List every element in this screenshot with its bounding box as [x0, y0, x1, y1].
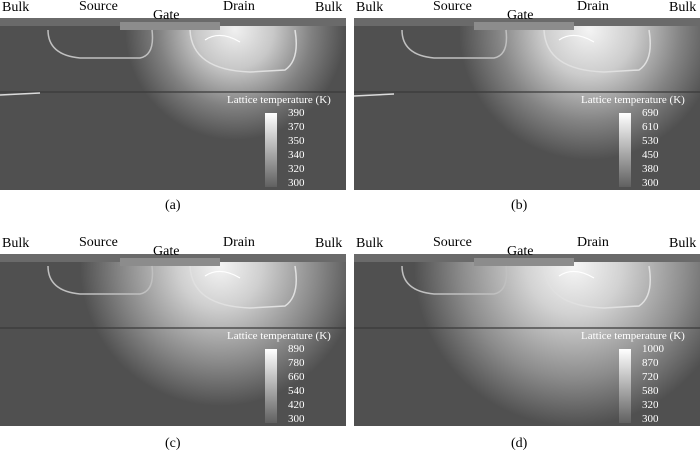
legend-tick: 1000 — [642, 343, 664, 355]
legend-tick: 380 — [642, 163, 659, 175]
drain-label: Drain — [577, 235, 609, 250]
panel-caption: (b) — [511, 198, 528, 213]
legend-tick: 340 — [288, 149, 305, 161]
legend-tick: 300 — [642, 177, 659, 189]
bulk-left-label: Bulk — [2, 236, 30, 251]
legend-tick: 690 — [642, 107, 659, 119]
legend-tick: 580 — [642, 385, 659, 397]
legend-tick: 390 — [288, 107, 305, 119]
bulk-right-label: Bulk — [669, 0, 697, 15]
legend-colorbar — [619, 349, 631, 423]
legend-tick: 320 — [288, 163, 305, 175]
source-label: Source — [433, 0, 472, 14]
bulk-right-label: Bulk — [315, 0, 343, 15]
gate-label: Gate — [153, 244, 180, 259]
legend-tick: 300 — [642, 413, 659, 425]
legend-tick: 420 — [288, 399, 305, 411]
bulk-left-label: Bulk — [356, 0, 384, 15]
panel-d: Bulk Source Gate Drain Bulk Lattice temp… — [354, 236, 700, 451]
legend-title: Lattice temperature (K) — [581, 94, 685, 106]
legend-colorbar — [265, 349, 277, 423]
legend-tick: 370 — [288, 121, 305, 133]
legend-colorbar — [619, 113, 631, 187]
bulk-right-label: Bulk — [315, 236, 343, 251]
legend-tick: 610 — [642, 121, 659, 133]
legend-tick: 300 — [288, 413, 305, 425]
device-cross-section — [0, 254, 346, 426]
legend-title: Lattice temperature (K) — [227, 330, 331, 342]
legend-tick: 320 — [642, 399, 659, 411]
device-cross-section — [354, 18, 700, 190]
legend-tick: 540 — [288, 385, 305, 397]
legend-colorbar — [265, 113, 277, 187]
legend-title: Lattice temperature (K) — [581, 330, 685, 342]
panel-caption: (a) — [165, 198, 181, 213]
device-cross-section — [354, 254, 700, 426]
bulk-right-label: Bulk — [669, 236, 697, 251]
source-label: Source — [433, 235, 472, 250]
legend-title: Lattice temperature (K) — [227, 94, 331, 106]
gate-label: Gate — [153, 8, 180, 23]
gate-label: Gate — [507, 8, 534, 23]
legend-tick: 780 — [288, 357, 305, 369]
drain-label: Drain — [223, 235, 255, 250]
legend-tick: 530 — [642, 135, 659, 147]
panel-caption: (d) — [511, 436, 528, 451]
gate-label: Gate — [507, 244, 534, 259]
bulk-left-label: Bulk — [2, 0, 30, 15]
bulk-left-label: Bulk — [356, 236, 384, 251]
source-label: Source — [79, 235, 118, 250]
panel-a: Bulk Source Gate Drain Bulk Lattice temp… — [0, 0, 346, 215]
panel-caption: (c) — [165, 436, 181, 451]
drain-label: Drain — [223, 0, 255, 14]
drain-label: Drain — [577, 0, 609, 14]
legend-tick: 870 — [642, 357, 659, 369]
legend-tick: 300 — [288, 177, 305, 189]
panel-b: Bulk Source Gate Drain Bulk Lattice temp… — [354, 0, 700, 215]
source-label: Source — [79, 0, 118, 14]
legend-tick: 350 — [288, 135, 305, 147]
device-cross-section — [0, 18, 346, 190]
legend-tick: 450 — [642, 149, 659, 161]
legend-tick: 720 — [642, 371, 659, 383]
panel-c: Bulk Source Gate Drain Bulk Lattice temp… — [0, 236, 346, 451]
legend-tick: 660 — [288, 371, 305, 383]
legend-tick: 890 — [288, 343, 305, 355]
